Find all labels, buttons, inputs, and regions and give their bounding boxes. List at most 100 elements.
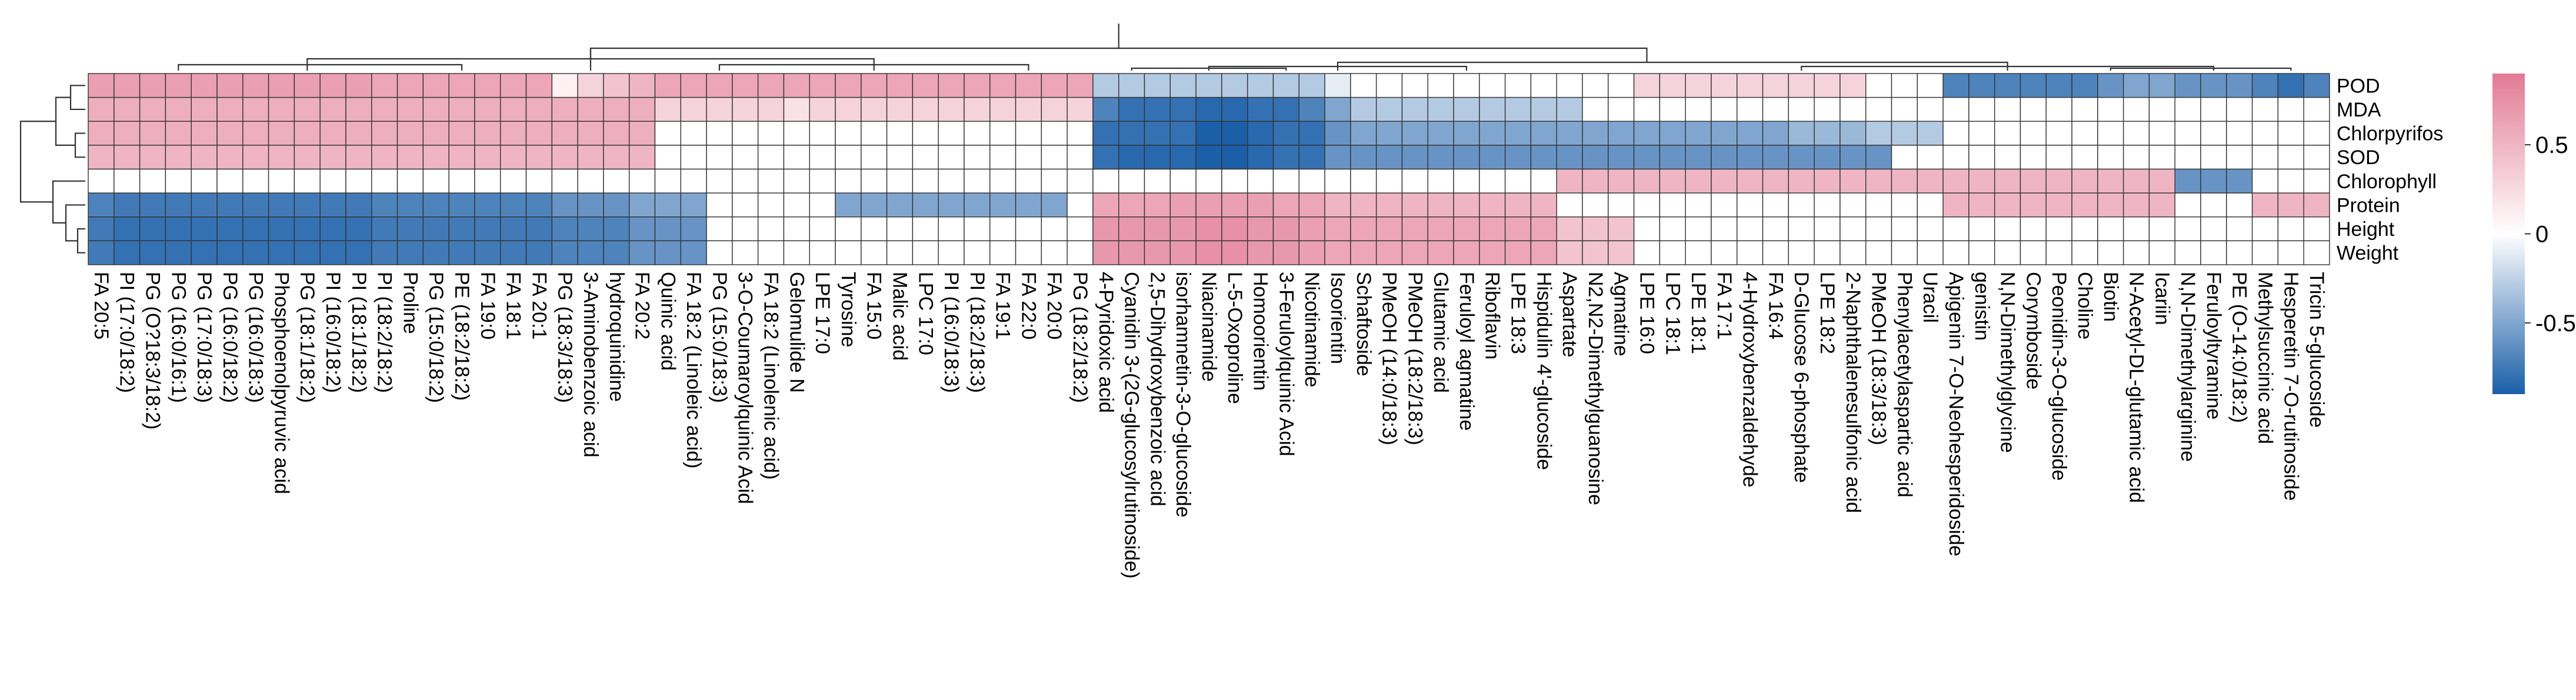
column-label: FA 20:1	[528, 272, 550, 339]
column-label: LPE 18:1	[1687, 272, 1709, 354]
heatmap-cell	[1169, 168, 1197, 194]
heatmap-cell	[216, 145, 244, 170]
heatmap-cell	[1711, 216, 1738, 242]
heatmap-cell	[525, 240, 552, 265]
heatmap-cell	[783, 121, 810, 146]
heatmap-cell	[1272, 240, 1299, 265]
heatmap-cell	[1968, 168, 1995, 194]
column-label: Tyrosine	[837, 272, 859, 348]
heatmap-cell	[242, 121, 269, 146]
heatmap-cell	[1118, 96, 1145, 122]
heatmap-cell	[1917, 168, 1944, 194]
column-label: FA 19:0	[476, 272, 499, 339]
column-label: PE (O-14:0/18:2)	[2228, 272, 2251, 423]
column-label: PI (16:0/18:3)	[940, 272, 962, 393]
heatmap-cell	[2020, 240, 2047, 265]
heatmap-cell	[1917, 192, 1944, 218]
heatmap-cell	[474, 240, 501, 265]
heatmap-cell	[2148, 121, 2175, 146]
heatmap-cell	[706, 216, 733, 242]
heatmap-cell	[2020, 73, 2047, 98]
heatmap-cell	[1608, 121, 1635, 146]
heatmap-cell	[422, 168, 449, 194]
heatmap-cell	[1015, 96, 1042, 122]
heatmap-cell	[577, 168, 604, 194]
heatmap-cell	[1891, 145, 1918, 170]
heatmap-cell	[1556, 168, 1583, 194]
heatmap-cell	[1092, 168, 1119, 194]
heatmap-cell	[1814, 216, 1841, 242]
heatmap-cell	[294, 96, 321, 122]
heatmap-cell	[1685, 96, 1712, 122]
heatmap-cell	[732, 121, 759, 146]
heatmap-cell	[242, 216, 269, 242]
heatmap-cell	[2122, 73, 2150, 98]
heatmap-cell	[732, 168, 759, 194]
heatmap-cell	[1453, 192, 1480, 218]
heatmap-cell	[2174, 73, 2201, 98]
heatmap-cell	[114, 192, 141, 218]
heatmap-cell	[1865, 192, 1892, 218]
heatmap-cell	[1582, 216, 1609, 242]
heatmap-cell	[371, 121, 398, 146]
heatmap-cell	[1737, 240, 1764, 265]
heatmap-cell	[294, 145, 321, 170]
heatmap-cell	[1942, 121, 1970, 146]
heatmap-cell	[1994, 216, 2021, 242]
heatmap-cell	[1479, 96, 1506, 122]
dendrogram-branch	[65, 204, 85, 242]
heatmap-cell	[371, 192, 398, 218]
heatmap-cell	[1968, 121, 1995, 146]
row-labels: PODMDAChlorpyrifosSODChlorophyllProteinH…	[2337, 75, 2443, 264]
heatmap-cell	[628, 216, 656, 242]
heatmap-cell	[1067, 145, 1094, 170]
heatmap-cell	[706, 96, 733, 122]
heatmap-cell	[191, 73, 218, 98]
heatmap-cell	[706, 168, 733, 194]
heatmap-cell	[1324, 73, 1351, 98]
heatmap-cell	[2174, 192, 2201, 218]
heatmap-cell	[1659, 73, 1686, 98]
heatmap-cell	[1453, 240, 1480, 265]
heatmap-cell	[2097, 216, 2124, 242]
heatmap-cell	[114, 145, 141, 170]
heatmap-cell	[1685, 73, 1712, 98]
heatmap-cell	[2226, 73, 2253, 98]
heatmap-cell	[1221, 96, 1248, 122]
heatmap-cell	[2303, 121, 2330, 146]
column-label: FA 22:0	[1017, 272, 1039, 339]
heatmap-cell	[396, 216, 424, 242]
heatmap-cell	[1350, 240, 1377, 265]
heatmap-cell	[551, 73, 578, 98]
heatmap-cell	[1608, 216, 1635, 242]
heatmap-cell	[1633, 121, 1661, 146]
heatmap-cell	[1608, 192, 1635, 218]
row-label: MDA	[2337, 99, 2381, 121]
heatmap-cell	[886, 192, 914, 218]
row-dendrogram	[19, 85, 85, 254]
heatmap-cell	[1427, 145, 1454, 170]
heatmap-cell	[1659, 216, 1686, 242]
heatmap-cell	[1118, 145, 1145, 170]
heatmap-cell	[1247, 145, 1274, 170]
heatmap-cell	[114, 121, 141, 146]
heatmap-cell	[2251, 192, 2279, 218]
heatmap-cell	[1401, 192, 1428, 218]
row-label: Weight	[2337, 242, 2399, 265]
dendrogram-branch	[1131, 67, 1287, 71]
heatmap-cell	[1015, 168, 1042, 194]
heatmap-cell	[2174, 145, 2201, 170]
heatmap-cell	[165, 121, 192, 146]
heatmap-cell	[1608, 96, 1635, 122]
heatmap-cell	[603, 168, 630, 194]
heatmap-cell	[1865, 121, 1892, 146]
heatmap-cell	[603, 73, 630, 98]
column-label: Gelomulide N	[785, 272, 808, 393]
heatmap-cell	[835, 121, 862, 146]
row-label: Chlorpyrifos	[2337, 123, 2443, 145]
heatmap-cell	[964, 216, 991, 242]
heatmap-cell	[1530, 145, 1557, 170]
heatmap-cell	[1994, 121, 2021, 146]
heatmap-cell	[1015, 73, 1042, 98]
heatmap-cell	[1247, 168, 1274, 194]
